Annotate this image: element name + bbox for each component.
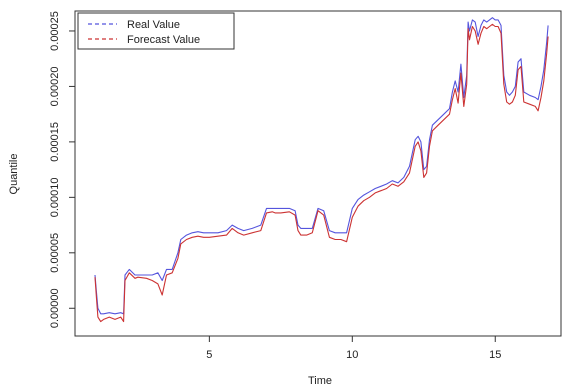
y-tick-label: 0.00005: [49, 233, 61, 273]
legend-box: [77, 12, 235, 50]
x-tick-label: 10: [346, 349, 358, 361]
legend-label-forecast: Forecast Value: [127, 34, 200, 46]
x-tick-label: 15: [489, 349, 501, 361]
series-line-forecast-value: [94, 23, 549, 323]
legend: Real Value Forecast Value: [77, 12, 235, 50]
y-tick-label: 0.00020: [49, 67, 61, 107]
y-tick-label: 0.00025: [49, 11, 61, 51]
x-axis: 5 10 15: [206, 336, 501, 361]
y-tick-label: 0.00000: [49, 288, 61, 328]
y-tick-label: 0.00015: [49, 122, 61, 162]
plot-box: [74, 10, 562, 337]
x-tick-label: 5: [206, 349, 212, 361]
x-axis-title: Time: [308, 375, 332, 387]
y-axis: 0.00000 0.00005 0.00010 0.00015 0.00020 0.000…: [49, 11, 75, 328]
y-tick-label: 0.00010: [49, 177, 61, 217]
series-line-real-value: [94, 17, 549, 315]
y-axis-title: Quantile: [8, 154, 20, 195]
series-layer: [94, 17, 549, 323]
legend-label-real: Real Value: [127, 19, 180, 31]
